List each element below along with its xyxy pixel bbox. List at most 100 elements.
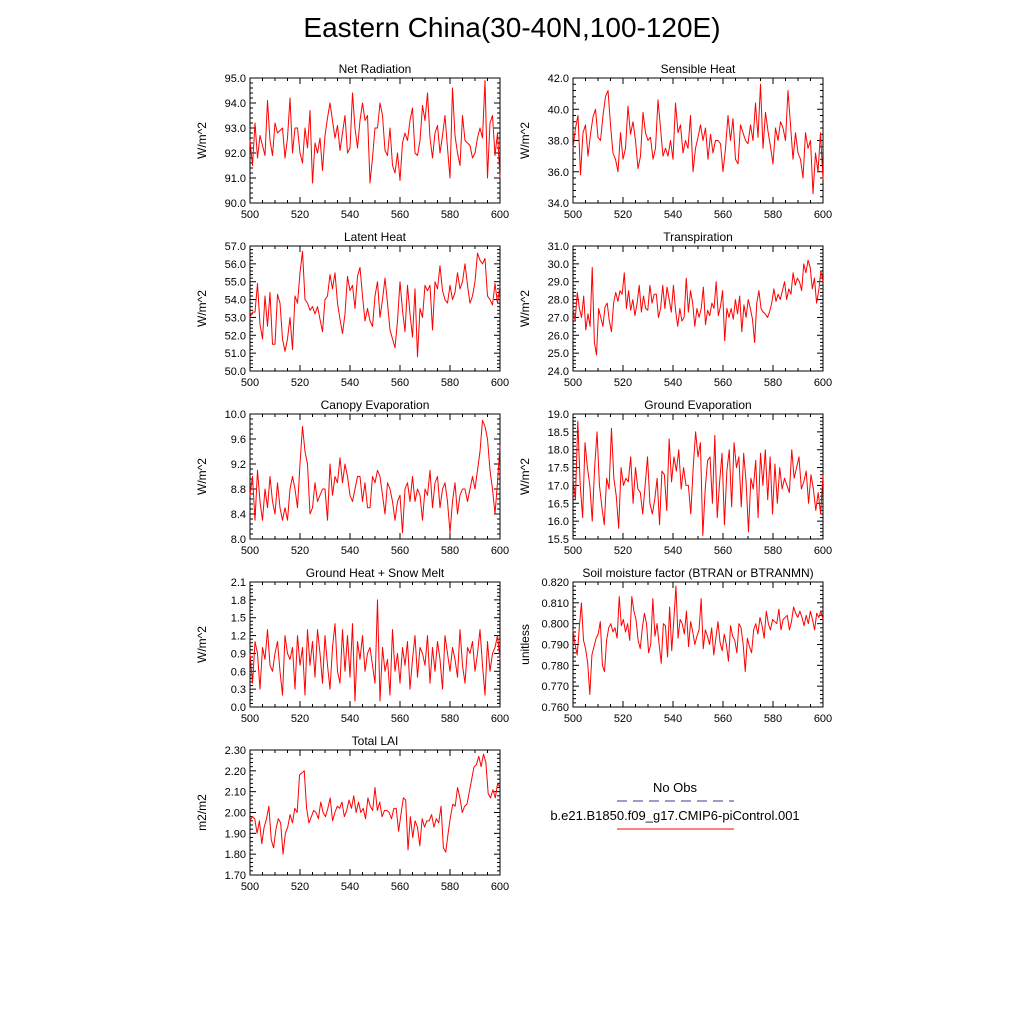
y-tick-label: 1.90 (225, 828, 246, 840)
y-tick-label: 92.0 (225, 148, 246, 160)
y-tick-label: 38.0 (548, 136, 569, 148)
x-tick-label: 580 (441, 713, 459, 725)
x-tick-label: 560 (391, 545, 409, 557)
x-tick-label: 600 (814, 713, 832, 725)
x-tick-label: 560 (391, 209, 409, 221)
x-tick-label: 540 (341, 545, 359, 557)
x-tick-label: 500 (241, 377, 259, 389)
y-tick-label: 0.6 (231, 666, 246, 678)
y-axis-label: W/m^2 (518, 290, 532, 327)
y-axis-label: unitless (518, 624, 532, 665)
legend: No Obs b.e21.B1850.f09_g17.CMIP6-piContr… (550, 780, 800, 830)
y-tick-label: 90.0 (225, 198, 246, 210)
x-tick-label: 560 (391, 713, 409, 725)
x-tick-label: 600 (491, 713, 509, 725)
y-tick-label: 52.0 (225, 330, 246, 342)
panel-ground-heat-snow-melt: Ground Heat + Snow Melt W/m^2 500 520 540 560… (195, 566, 509, 725)
y-tick-label: 0.780 (541, 660, 569, 672)
x-tick-label: 540 (341, 713, 359, 725)
x-tick-label: 520 (614, 377, 632, 389)
x-tick-label: 600 (491, 881, 509, 893)
y-tick-label: 9.2 (231, 459, 246, 471)
y-tick-label: 26.0 (548, 330, 569, 342)
y-tick-label: 17.5 (548, 463, 569, 475)
y-axis-label: W/m^2 (518, 122, 532, 159)
y-tick-label: 55.0 (225, 277, 246, 289)
y-tick-label: 18.0 (548, 445, 569, 457)
y-tick-label: 30.0 (548, 259, 569, 271)
x-tick-label: 500 (241, 713, 259, 725)
y-tick-label: 93.0 (225, 123, 246, 135)
x-tick-label: 580 (441, 545, 459, 557)
y-tick-label: 0.790 (541, 640, 569, 652)
x-tick-label: 500 (564, 209, 582, 221)
panel-title: Total LAI (352, 734, 399, 748)
y-tick-label: 18.5 (548, 427, 569, 439)
y-tick-label: 40.0 (548, 104, 569, 116)
panel-title: Latent Heat (344, 230, 407, 244)
x-tick-label: 600 (814, 209, 832, 221)
series-line-model (572, 259, 824, 356)
x-tick-label: 540 (664, 377, 682, 389)
series-line-model (572, 420, 824, 536)
y-tick-label: 0.760 (541, 702, 569, 714)
y-tick-label: 53.0 (225, 312, 246, 324)
plot-frame (572, 245, 824, 372)
y-axis-label: m2/m2 (195, 794, 209, 831)
y-tick-label: 31.0 (548, 241, 569, 253)
y-tick-label: 1.80 (225, 849, 246, 861)
x-tick-label: 580 (764, 545, 782, 557)
x-tick-label: 520 (291, 545, 309, 557)
y-tick-label: 2.00 (225, 808, 246, 820)
series-line-model (572, 585, 824, 695)
x-tick-label: 520 (291, 881, 309, 893)
panel-latent-heat: Latent Heat W/m^2 500 520 540 560 580 600 50.0 51… (195, 230, 509, 389)
x-tick-label: 540 (664, 209, 682, 221)
y-axis-label: W/m^2 (195, 122, 209, 159)
y-tick-label: 0.800 (541, 619, 569, 631)
x-tick-label: 580 (764, 377, 782, 389)
panel-sensible-heat: Sensible Heat W/m^2 500 520 540 560 580 600 34.0… (518, 62, 832, 221)
y-tick-label: 2.1 (231, 577, 246, 589)
y-tick-label: 24.0 (548, 366, 569, 378)
x-tick-label: 540 (341, 377, 359, 389)
y-tick-label: 1.8 (231, 595, 246, 607)
series-line-model (249, 250, 501, 358)
panel-title: Soil moisture factor (BTRAN or BTRANMN) (582, 566, 813, 580)
y-tick-label: 34.0 (548, 198, 569, 210)
x-tick-label: 540 (341, 209, 359, 221)
x-tick-label: 580 (441, 377, 459, 389)
y-tick-label: 94.0 (225, 98, 246, 110)
x-tick-label: 520 (614, 545, 632, 557)
x-tick-label: 600 (491, 209, 509, 221)
y-tick-label: 0.9 (231, 648, 246, 660)
y-tick-label: 0.3 (231, 684, 246, 696)
y-tick-label: 8.8 (231, 484, 246, 496)
x-tick-label: 580 (764, 713, 782, 725)
y-tick-label: 2.30 (225, 745, 246, 757)
x-tick-label: 580 (764, 209, 782, 221)
y-tick-label: 51.0 (225, 348, 246, 360)
panel-soil-moisture-factor: Soil moisture factor (BTRAN or BTRANMN) u… (518, 566, 832, 725)
legend-model-label: b.e21.B1850.f09_g17.CMIP6-piControl.001 (550, 808, 799, 823)
series-line-model (249, 599, 501, 702)
y-tick-label: 29.0 (548, 277, 569, 289)
y-tick-label: 17.0 (548, 480, 569, 492)
x-tick-label: 600 (491, 377, 509, 389)
y-tick-label: 28.0 (548, 295, 569, 307)
y-tick-label: 25.0 (548, 348, 569, 360)
x-tick-label: 600 (814, 377, 832, 389)
x-tick-label: 540 (664, 545, 682, 557)
y-tick-label: 16.0 (548, 516, 569, 528)
x-tick-label: 500 (564, 545, 582, 557)
y-tick-label: 50.0 (225, 366, 246, 378)
y-tick-label: 19.0 (548, 409, 569, 421)
series-line-model (249, 753, 501, 855)
y-tick-label: 9.6 (231, 434, 246, 446)
series-line-model (249, 419, 501, 534)
y-tick-label: 57.0 (225, 241, 246, 253)
y-axis-label: W/m^2 (195, 290, 209, 327)
x-tick-label: 560 (714, 209, 732, 221)
y-tick-label: 15.5 (548, 534, 569, 546)
